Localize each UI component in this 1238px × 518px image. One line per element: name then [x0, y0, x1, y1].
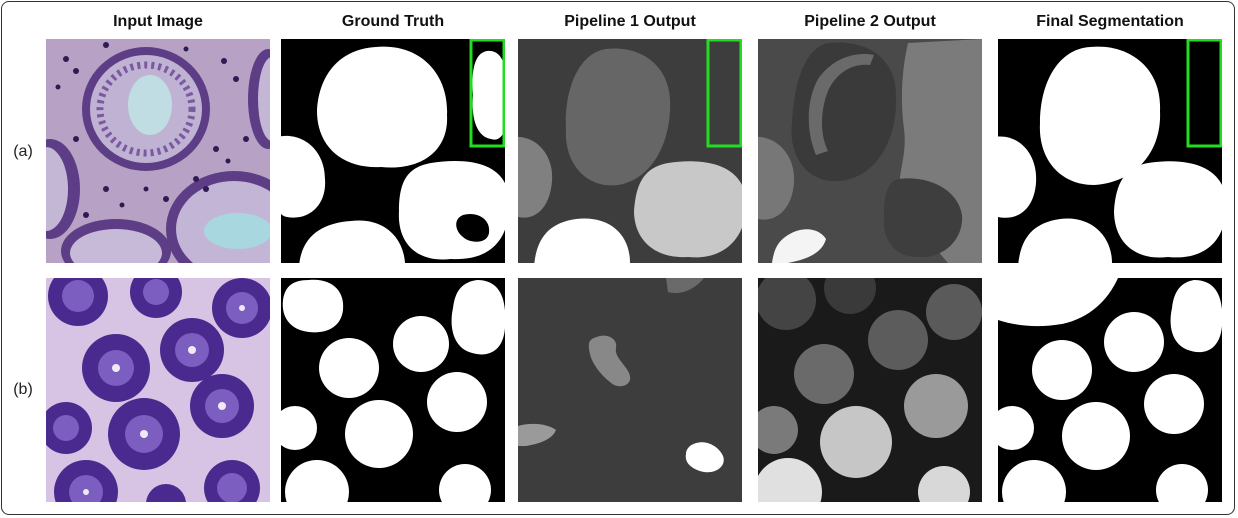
ground-truth-a	[281, 39, 505, 263]
column-title-ground-truth: Ground Truth	[341, 13, 445, 30]
ground-truth-b	[281, 278, 505, 502]
pipeline-1-output-a	[518, 39, 742, 263]
column-title-final-segmentation: Final Segmentation	[1036, 13, 1184, 30]
pipeline-2-output-b	[758, 278, 982, 502]
input-image-a	[46, 39, 270, 263]
column-title-input-image: Input Image	[113, 13, 203, 30]
pipeline-2-output-a	[758, 39, 982, 263]
final-segmentation-a	[998, 39, 1222, 263]
column-title-pipeline-1: Pipeline 1 Output	[564, 13, 696, 30]
row-label-a: (a)	[13, 143, 33, 160]
column-title-pipeline-2: Pipeline 2 Output	[804, 13, 936, 30]
row-label-b: (b)	[13, 381, 33, 398]
final-segmentation-b	[998, 278, 1222, 502]
pipeline-1-output-b	[518, 278, 742, 502]
input-image-b	[46, 278, 270, 502]
